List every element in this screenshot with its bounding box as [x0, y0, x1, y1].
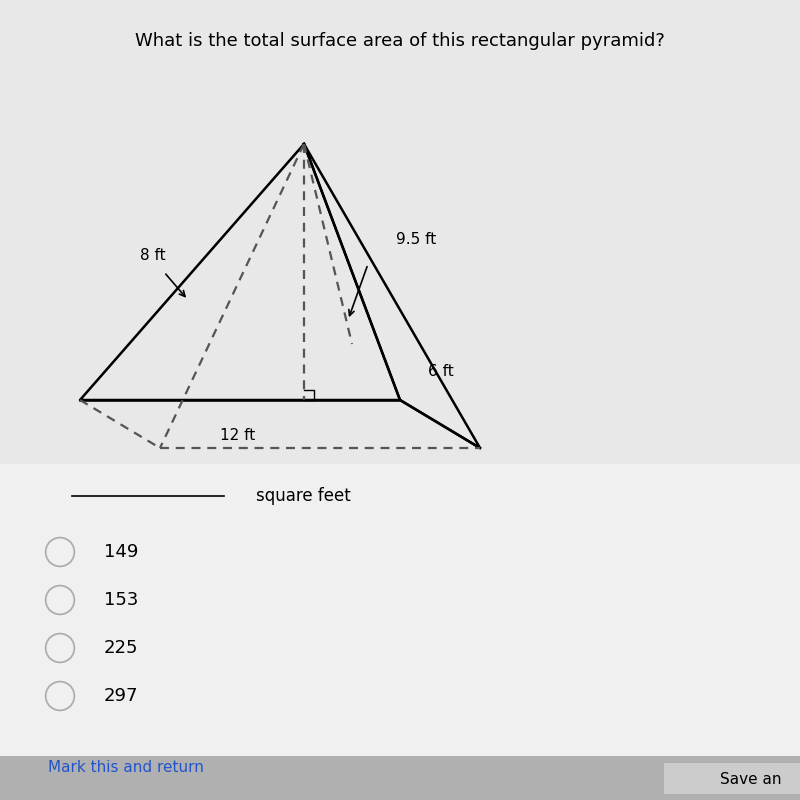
- Text: 8 ft: 8 ft: [140, 249, 166, 263]
- Text: Mark this and return: Mark this and return: [48, 761, 204, 775]
- Text: 9.5 ft: 9.5 ft: [396, 233, 436, 247]
- Text: 12 ft: 12 ft: [220, 429, 255, 443]
- Text: 6 ft: 6 ft: [428, 365, 454, 379]
- Text: 297: 297: [104, 687, 138, 705]
- FancyBboxPatch shape: [0, 0, 800, 464]
- FancyBboxPatch shape: [0, 756, 800, 800]
- Text: What is the total surface area of this rectangular pyramid?: What is the total surface area of this r…: [135, 32, 665, 50]
- FancyBboxPatch shape: [664, 763, 800, 794]
- Text: 225: 225: [104, 639, 138, 657]
- Text: Save an: Save an: [720, 773, 782, 787]
- Text: square feet: square feet: [256, 487, 350, 505]
- Text: 153: 153: [104, 591, 138, 609]
- Text: 149: 149: [104, 543, 138, 561]
- FancyBboxPatch shape: [0, 464, 800, 800]
